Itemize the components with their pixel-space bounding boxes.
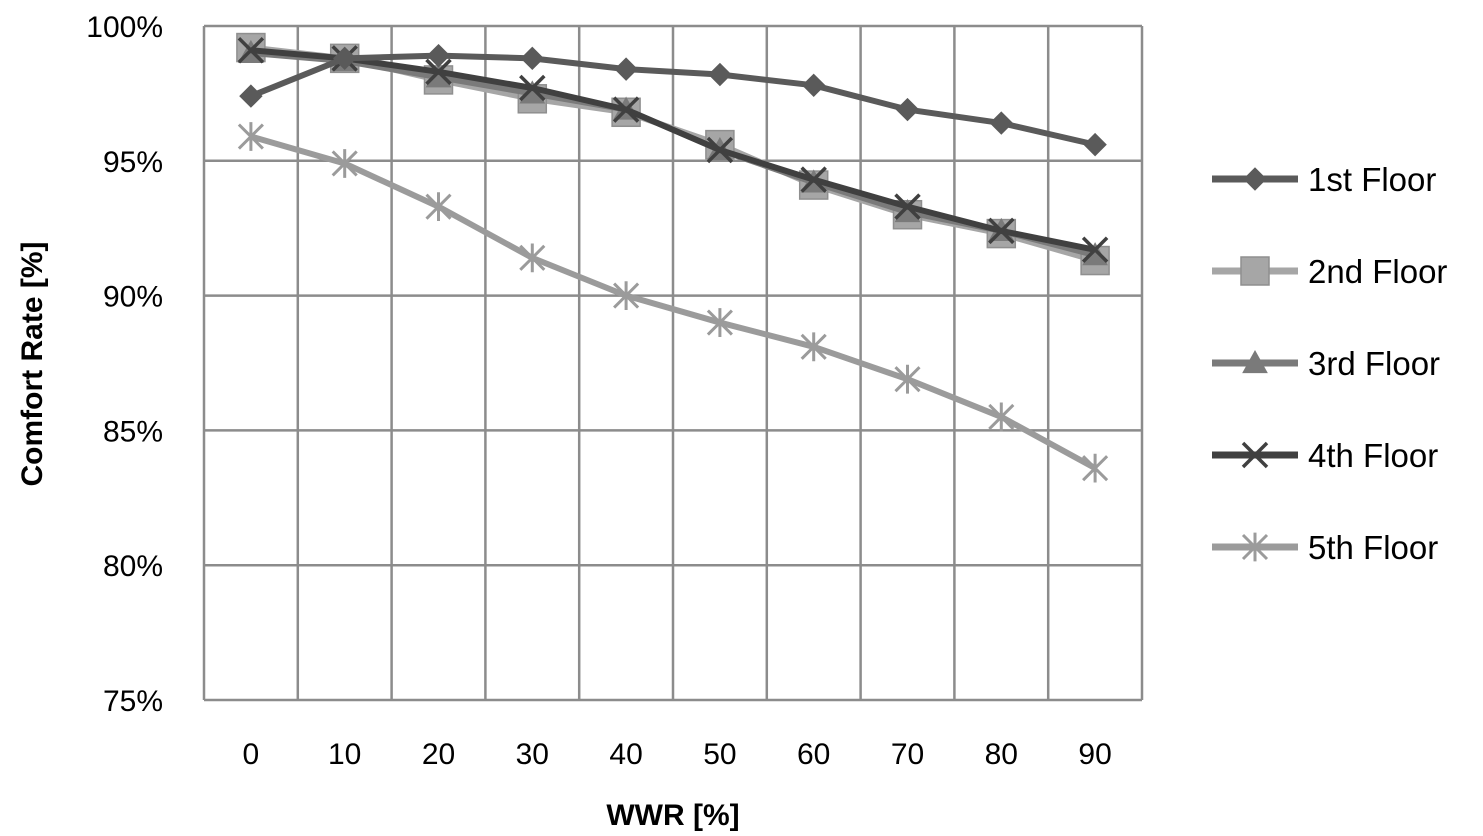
legend-label: 5th Floor	[1308, 529, 1438, 566]
y-tick-label: 85%	[103, 415, 163, 448]
y-axis-title: Comfort Rate [%]	[16, 242, 49, 487]
data-point	[988, 402, 1015, 432]
y-tick-label: 75%	[103, 685, 163, 718]
legend-label: 1st Floor	[1308, 161, 1436, 198]
y-tick-label: 95%	[103, 146, 163, 179]
y-tick-label: 90%	[103, 281, 163, 314]
x-tick-label: 10	[328, 738, 361, 771]
x-tick-label: 30	[516, 738, 549, 771]
data-point	[1081, 236, 1109, 264]
legend-label: 4th Floor	[1308, 437, 1438, 474]
x-tick-label: 90	[1078, 738, 1111, 771]
data-point	[614, 57, 638, 81]
data-point	[519, 74, 546, 102]
data-point	[425, 192, 452, 222]
data-point	[706, 136, 734, 164]
data-point	[239, 84, 263, 108]
legend-label: 3rd Floor	[1308, 345, 1440, 382]
x-tick-label: 60	[797, 738, 830, 771]
series-4th-floor	[237, 37, 1109, 264]
legend-item: 5th Floor	[1212, 529, 1438, 566]
x-tick-label: 40	[609, 738, 642, 771]
data-point	[331, 149, 358, 178]
series-layer	[236, 32, 1110, 483]
data-point	[988, 217, 1015, 245]
x-axis-title: WWR [%]	[606, 799, 739, 832]
data-point	[1082, 453, 1109, 483]
legend-marker	[1241, 441, 1269, 469]
y-axis-ticks: 75% 80% 85% 90% 95% 100%	[86, 11, 163, 718]
data-point	[800, 166, 827, 193]
x-tick-label: 20	[422, 738, 455, 771]
data-point	[332, 46, 357, 71]
series-1st-floor	[239, 43, 1107, 157]
data-point	[800, 332, 827, 362]
data-point	[708, 62, 732, 87]
data-point	[894, 364, 921, 394]
data-point	[613, 281, 640, 310]
y-tick-label: 80%	[103, 550, 163, 583]
legend: 1st Floor 2nd Floor 3rd Floor 4th Floor 5th …	[1212, 161, 1447, 566]
data-point	[1083, 132, 1107, 157]
legend-item: 2nd Floor	[1212, 253, 1447, 290]
data-point	[237, 37, 265, 64]
data-point	[706, 308, 733, 337]
data-point	[519, 243, 546, 273]
x-tick-label: 70	[891, 738, 924, 771]
legend-marker	[1242, 349, 1268, 374]
y-tick-label: 100%	[86, 11, 163, 44]
data-point	[801, 73, 826, 98]
legend-marker	[1243, 167, 1267, 191]
data-point	[426, 43, 451, 68]
series-5th-floor	[237, 122, 1109, 483]
series-line	[250, 133, 1097, 471]
data-point	[520, 46, 545, 71]
series-line	[249, 52, 1096, 148]
data-point	[237, 122, 264, 151]
legend-label: 2nd Floor	[1308, 253, 1447, 290]
x-tick-label: 80	[985, 738, 1018, 771]
legend-item: 3rd Floor	[1212, 345, 1440, 382]
legend-marker	[1241, 532, 1269, 562]
x-axis-ticks: 0 10 20 30 40 50 60 70 80 90	[243, 738, 1112, 771]
series-line	[250, 47, 1096, 253]
legend-marker	[1240, 256, 1270, 286]
data-point	[894, 193, 921, 220]
data-point	[425, 58, 452, 86]
x-tick-label: 50	[703, 738, 736, 771]
legend-item: 1st Floor	[1212, 161, 1436, 198]
data-point	[612, 96, 640, 123]
legend-item: 4th Floor	[1212, 437, 1438, 474]
data-point	[895, 97, 920, 122]
x-tick-label: 0	[243, 738, 260, 771]
data-point	[989, 111, 1014, 135]
